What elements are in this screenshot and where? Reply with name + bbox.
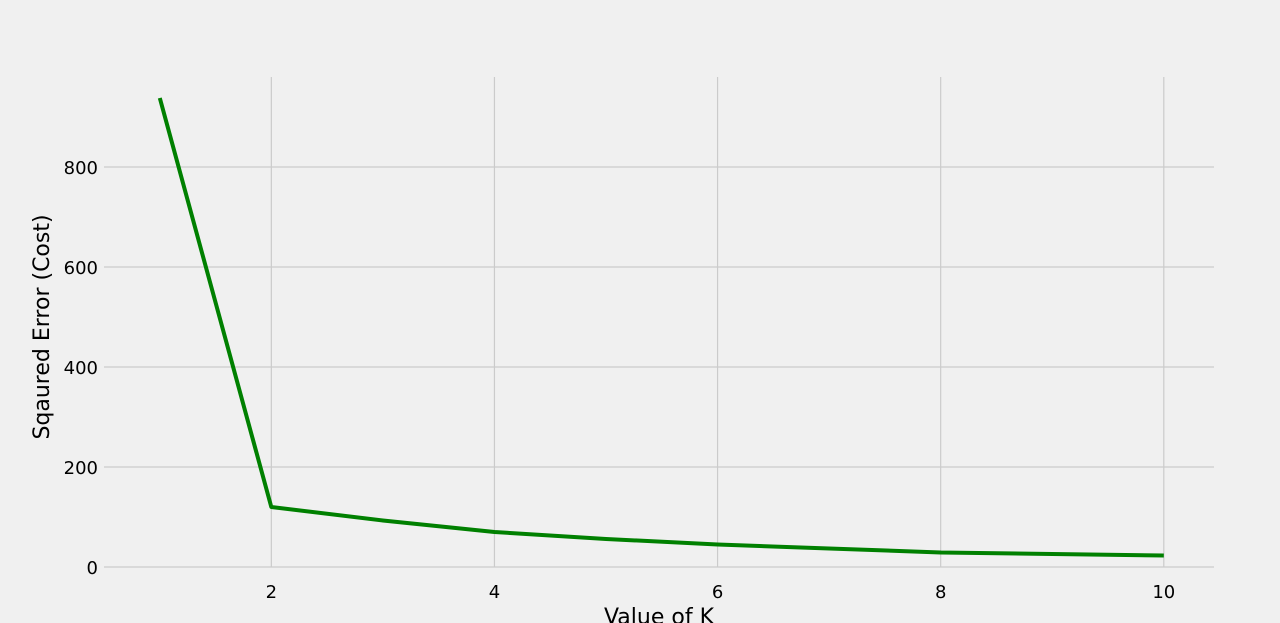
x-tick-label: 10 bbox=[1152, 582, 1175, 603]
x-tick-label: 4 bbox=[489, 582, 500, 603]
x-tick-label: 8 bbox=[935, 582, 946, 603]
y-tick-label: 600 bbox=[64, 258, 98, 279]
series-layer bbox=[157, 97, 1164, 558]
x-axis-label: Value of K bbox=[604, 605, 715, 623]
y-tick-label: 800 bbox=[64, 158, 98, 179]
x-tick-label: 2 bbox=[266, 582, 277, 603]
y-tick-label: 0 bbox=[87, 558, 98, 579]
y-axis-label: Sqaured Error (Cost) bbox=[30, 214, 55, 439]
y-tick-label: 400 bbox=[64, 358, 98, 379]
x-axis-ticks: 2 4 6 8 10 bbox=[266, 582, 1176, 603]
grid bbox=[104, 77, 1214, 568]
y-axis-ticks: 0 200 400 600 800 bbox=[64, 158, 98, 579]
y-tick-label: 200 bbox=[64, 458, 98, 479]
series-line bbox=[157, 97, 1164, 558]
x-tick-label: 6 bbox=[712, 582, 723, 603]
